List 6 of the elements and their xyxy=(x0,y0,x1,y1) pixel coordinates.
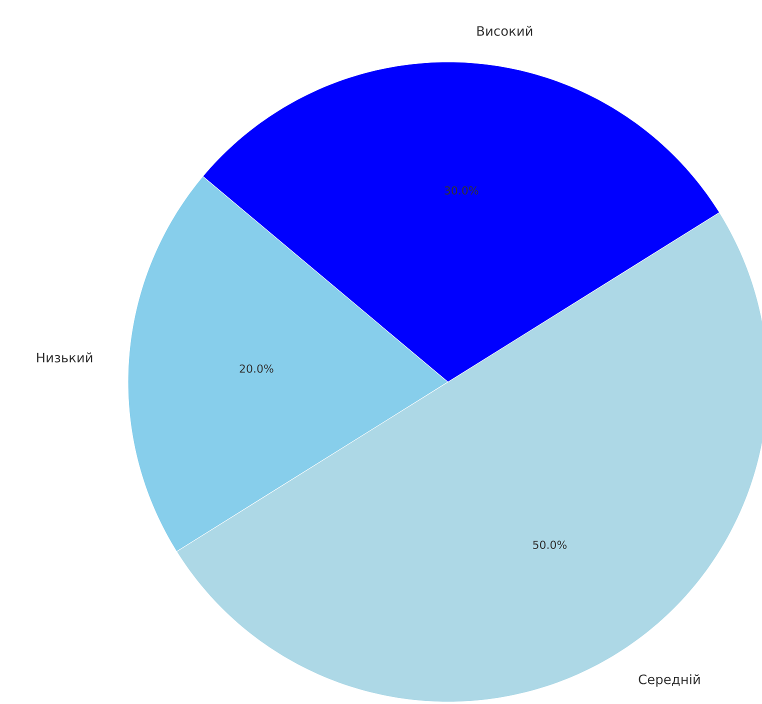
data-label: 50.0% xyxy=(533,540,567,549)
data-label: 20.0% xyxy=(240,364,274,373)
slice-label: Високий xyxy=(477,26,532,36)
data-label: 30.0% xyxy=(444,186,478,195)
slice-label: Середній xyxy=(638,674,700,687)
slice-label: Низький xyxy=(37,352,92,362)
